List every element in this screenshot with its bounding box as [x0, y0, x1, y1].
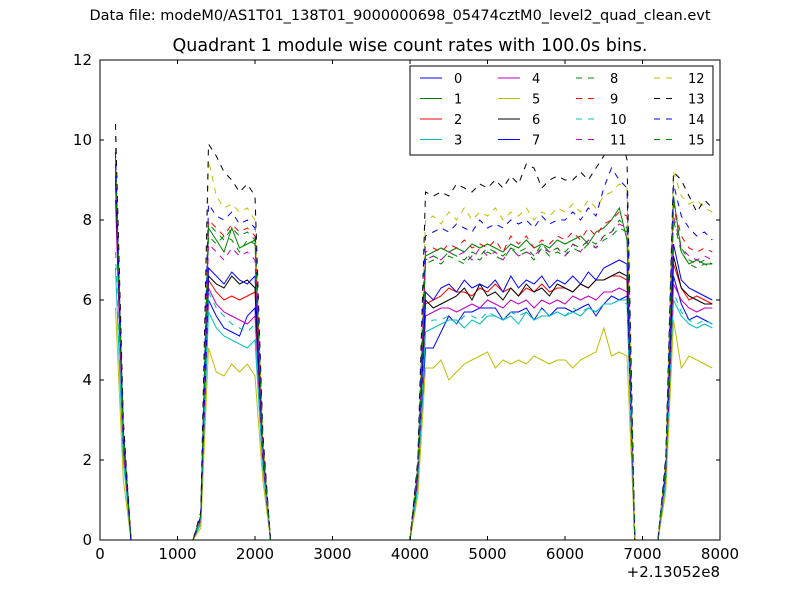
legend-label-1: 1 — [454, 93, 462, 108]
legend-label-5: 5 — [532, 93, 540, 108]
x-tick-label: 0 — [95, 545, 105, 563]
series-layer — [115, 123, 713, 541]
legend-label-2: 2 — [454, 113, 462, 128]
y-tick-label: 10 — [73, 131, 92, 149]
legend-label-3: 3 — [454, 134, 462, 149]
x-tick-label: 3000 — [313, 545, 351, 563]
x-tick-label: 5000 — [468, 545, 506, 563]
legend-label-11: 11 — [610, 134, 627, 149]
y-tick-label: 2 — [82, 451, 92, 469]
x-tick-label: 7000 — [623, 545, 661, 563]
x-tick-label: 8000 — [701, 545, 739, 563]
legend-label-14: 14 — [688, 113, 705, 128]
y-tick-label: 0 — [82, 531, 92, 549]
ticks-layer: 0 1000 2000 3000 4000 5000 6000 7000 80000246810… — [73, 51, 739, 563]
legend-label-7: 7 — [532, 134, 540, 149]
legend-label-13: 13 — [688, 93, 705, 108]
legend-label-4: 4 — [532, 72, 540, 87]
x-tick-label: 1000 — [158, 545, 196, 563]
series-line-10 — [115, 251, 713, 541]
series-line-15 — [115, 167, 713, 541]
x-tick-label: 4000 — [391, 545, 429, 563]
chart-title: Quadrant 1 module wise count rates with … — [172, 36, 648, 56]
x-tick-label: 6000 — [546, 545, 584, 563]
y-tick-label: 12 — [73, 51, 92, 69]
legend-label-12: 12 — [688, 72, 705, 87]
series-line-5 — [115, 307, 713, 541]
y-tick-label: 8 — [82, 211, 92, 229]
x-tick-label: 2000 — [236, 545, 274, 563]
figure-suptitle: Data file: modeM0/AS1T01_138T01_90000006… — [89, 8, 711, 24]
legend-label-0: 0 — [454, 72, 462, 87]
series-line-13 — [115, 123, 713, 541]
legend-label-10: 10 — [610, 113, 627, 128]
series-line-12 — [115, 135, 713, 541]
legend-box — [409, 65, 714, 156]
legend-label-6: 6 — [532, 113, 540, 128]
legend-label-9: 9 — [610, 93, 618, 108]
y-tick-label: 6 — [82, 291, 92, 309]
y-tick-label: 4 — [82, 371, 92, 389]
x-offset-label: +2.13052e8 — [627, 563, 720, 581]
legend-label-15: 15 — [688, 134, 705, 149]
legend-label-8: 8 — [610, 72, 618, 87]
series-line-8 — [115, 155, 713, 541]
series-line-3 — [115, 267, 713, 541]
